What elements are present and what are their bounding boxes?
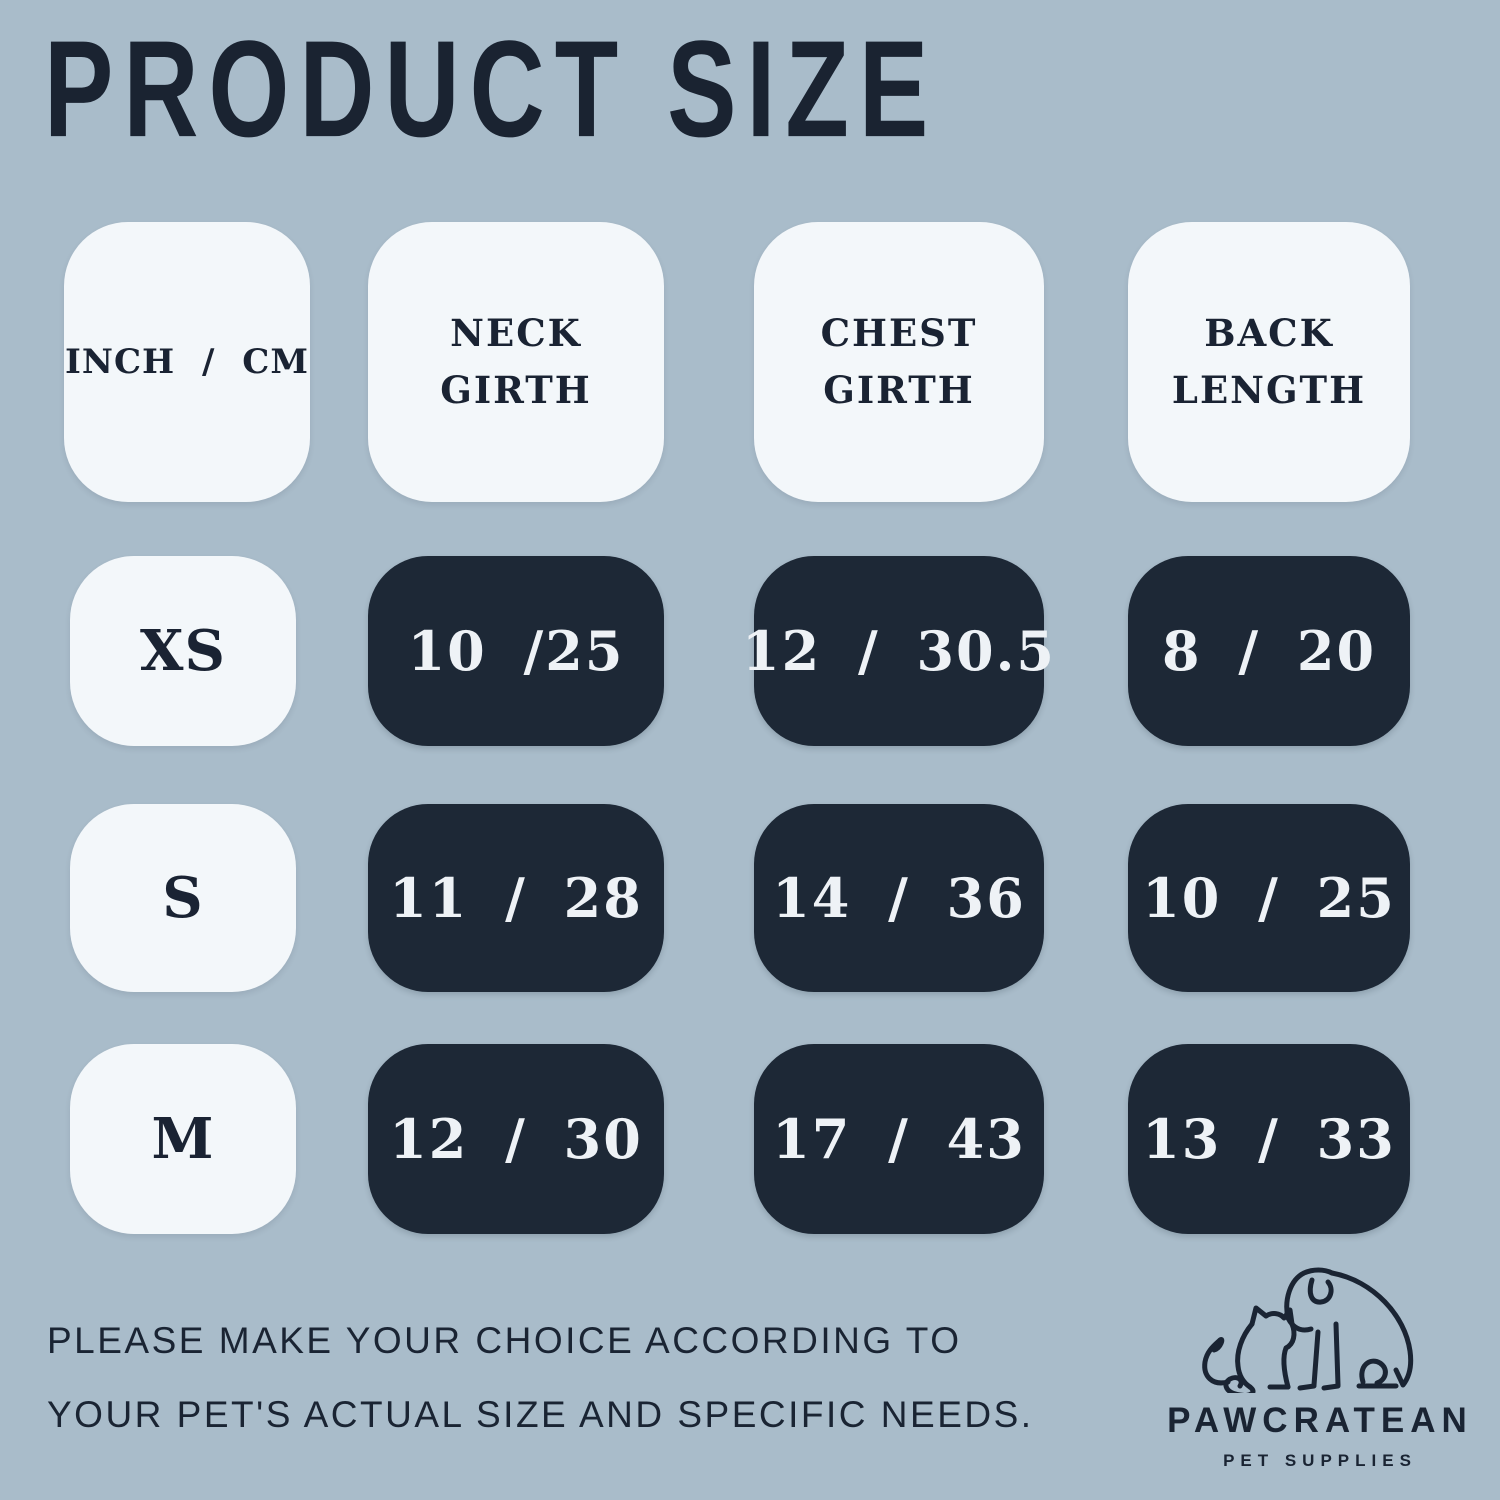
back-length-header-label: BACK LENGTH: [1171, 310, 1367, 412]
neck-girth-header-label: NECK GIRTH: [440, 310, 592, 412]
page-title: PRODUCT SIZE: [44, 13, 939, 167]
size-label-cell-s: S: [70, 804, 296, 992]
size-label-cell-m: M: [70, 1044, 296, 1234]
unit-header-label: INCH / CM: [65, 342, 309, 382]
brand-tagline: PET SUPPLIES: [1223, 1451, 1417, 1470]
s-back-length-value: 10 / 25: [1142, 866, 1396, 930]
header-cell-chest-girth: CHEST GIRTH: [754, 222, 1044, 502]
size-label-s: S: [162, 865, 204, 931]
xs-neck-girth-value: 10 /25: [407, 619, 625, 683]
size-label-cell-xs: XS: [70, 556, 296, 746]
size-label-m: M: [151, 1106, 215, 1172]
s-back-length-cell: 10 / 25: [1128, 804, 1410, 992]
chest-girth-header-label: CHEST GIRTH: [820, 310, 978, 412]
m-chest-girth-value: 17 / 43: [772, 1107, 1026, 1171]
note-line-1: PLEASE MAKE YOUR CHOICE ACCORDING TO: [47, 1320, 962, 1361]
size-label-xs: XS: [140, 618, 226, 684]
header-cell-back-length: BACK LENGTH: [1128, 222, 1410, 502]
xs-back-length-cell: 8 / 20: [1128, 556, 1410, 746]
header-cell-neck-girth: NECK GIRTH: [368, 222, 664, 502]
header-cell-unit: INCH / CM: [64, 222, 310, 502]
note-line-2: YOUR PET'S ACTUAL SIZE AND SPECIFIC NEED…: [47, 1394, 1034, 1435]
xs-chest-girth-cell: 12 / 30.5: [742, 556, 1054, 746]
brand-name: PAWCRATEAN: [1167, 1401, 1473, 1440]
s-chest-girth-cell: 14 / 36: [754, 804, 1044, 992]
xs-neck-girth-cell: 10 /25: [368, 556, 664, 746]
xs-chest-girth-value: 12 / 30.5: [742, 619, 1056, 683]
m-neck-girth-cell: 12 / 30: [368, 1044, 664, 1234]
s-neck-girth-cell: 11 / 28: [368, 804, 664, 992]
s-neck-girth-value: 11 / 28: [389, 866, 643, 930]
m-back-length-cell: 13 / 33: [1128, 1044, 1410, 1234]
s-chest-girth-value: 14 / 36: [772, 866, 1026, 930]
m-neck-girth-value: 12 / 30: [389, 1107, 643, 1171]
brand-logo: PAWCRATEAN PET SUPPLIES: [1140, 1258, 1500, 1471]
m-back-length-value: 13 / 33: [1142, 1107, 1396, 1171]
xs-back-length-value: 8 / 20: [1161, 619, 1377, 683]
m-chest-girth-cell: 17 / 43: [754, 1044, 1044, 1234]
dog-and-cat-icon: [1202, 1267, 1414, 1393]
